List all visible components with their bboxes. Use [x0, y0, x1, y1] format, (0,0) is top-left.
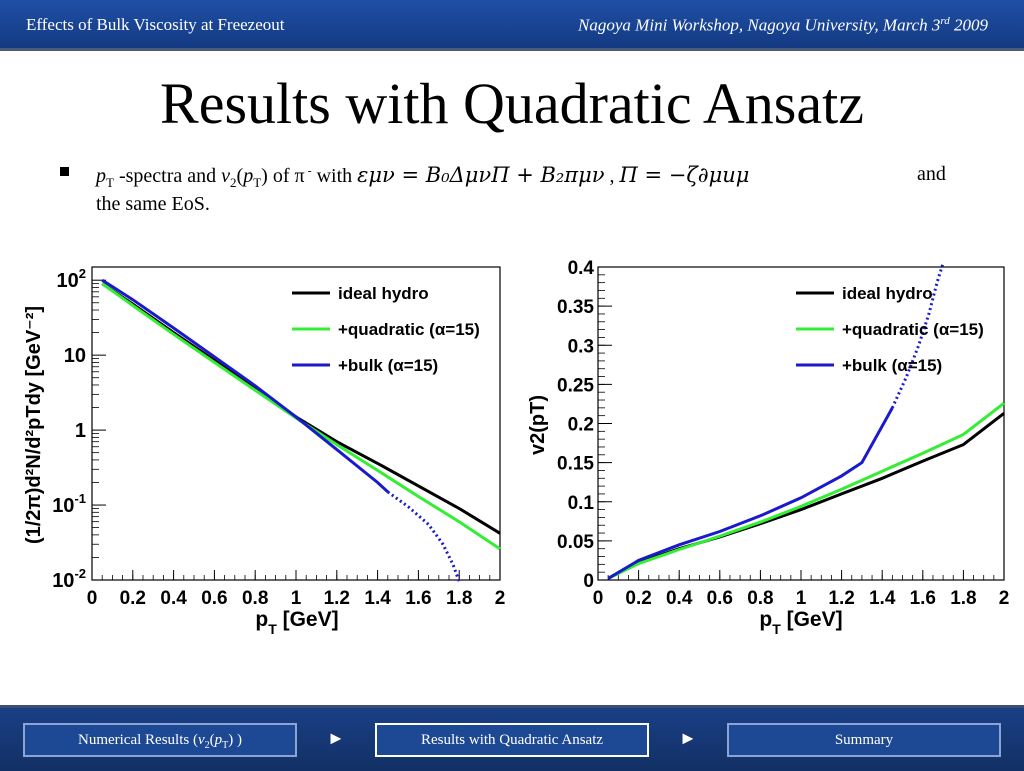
x-tick-label: 0.2	[120, 588, 146, 609]
x-axis-title: pT [GeV]	[759, 608, 842, 637]
x-tick-label: 0.6	[201, 588, 227, 609]
y-tick-label: 0	[583, 571, 594, 592]
x-tick-label: 1.6	[910, 588, 936, 609]
legend-label: +bulk (α=15)	[338, 356, 438, 375]
legend-label: +quadratic (α=15)	[842, 320, 984, 339]
x-tick-label: 1.6	[405, 588, 431, 609]
plot-frame	[597, 266, 1005, 581]
spectra-chart: 0 0.2 0.4 0.6 0.8 1 1.2 1.4 1.6 1.8 2 10-2 10-1 1 10 10…	[23, 266, 506, 637]
x-tick-label: 0.4	[160, 588, 187, 609]
series-line	[607, 402, 1005, 580]
x-tick-label: 0.8	[242, 588, 268, 609]
x-tick-label: 1.4	[364, 588, 391, 609]
y-tick-label: 0.25	[557, 375, 594, 396]
x-tick-label: 0.4	[666, 588, 693, 609]
nav-current-slide-button[interactable]: Results with Quadratic Ansatz	[375, 723, 649, 757]
x-tick-label: 0.6	[707, 588, 733, 609]
x-tick-label: 1.8	[950, 588, 976, 609]
nav-arrow-icon: ►	[679, 728, 697, 748]
legend-label: +bulk (α=15)	[842, 356, 942, 375]
x-tick-label: 1.2	[324, 588, 350, 609]
legend-label: ideal hydro	[338, 284, 429, 303]
header-bar: Effects of Bulk Viscosity at Freezeout N…	[0, 0, 1024, 51]
slide-title: Results with Quadratic Ansatz	[160, 71, 864, 136]
y-tick-label: 0.1	[568, 493, 595, 514]
bullet-line-2: the same EoS.	[96, 193, 210, 215]
formula-pi: Π = −ζ∂μuμ	[619, 163, 750, 187]
y-axis-title: v2(pT)	[527, 395, 549, 455]
y-tick-label: 0.35	[557, 297, 594, 318]
header-left-title: Effects of Bulk Viscosity at Freezeout	[26, 15, 285, 34]
navigation-bar: Numerical Results (v2(pT) ) ► Results wi…	[0, 705, 1024, 771]
nav-numerical-results-button[interactable]: Numerical Results (v2(pT) )	[23, 723, 297, 757]
x-tick-label: 1.2	[828, 588, 854, 609]
series-line	[607, 407, 894, 580]
legend-label: +quadratic (α=15)	[338, 320, 480, 339]
y-tick-label: 0.4	[568, 258, 595, 279]
y-axis-title: (1/2π)d²N/d²pTdy [GeV⁻²]	[23, 306, 45, 544]
x-tick-label: 1	[796, 588, 807, 609]
y-tick-label: 10-2	[52, 566, 86, 592]
y-tick-label: 0.2	[568, 415, 594, 436]
y-tick-label: 0.05	[557, 532, 594, 553]
bullet-square-icon	[60, 167, 69, 176]
series-line	[101, 278, 389, 494]
nav-arrow-icon: ►	[327, 728, 345, 748]
y-tick-label: 1	[75, 420, 86, 442]
y-tick-label: 10	[64, 345, 86, 367]
bullet-and: and	[917, 163, 946, 185]
header-right-title: Nagoya Mini Workshop, Nagoya University,…	[578, 15, 988, 35]
x-tick-label: 2	[999, 588, 1010, 609]
x-tick-label: 2	[495, 588, 506, 609]
v2-chart: 0 0.2 0.4 0.6 0.8 1 1.2 1.4 1.6 1.8 2 0 0.05 0.1 0.15 0…	[527, 258, 1010, 637]
legend-label: ideal hydro	[842, 284, 933, 303]
formula-epsilon: εμν = B₀ΔμνΠ + B₂πμν	[357, 163, 605, 187]
x-tick-label: 1	[291, 588, 302, 609]
series-dotted-extension	[386, 490, 461, 583]
y-tick-label: 0.15	[557, 454, 594, 475]
series-dotted-extension	[890, 262, 945, 409]
y-tick-label: 0.3	[568, 336, 594, 357]
x-tick-label: 1.8	[446, 588, 472, 609]
bullet-line-1: pT -spectra and v2(pT) of π - with εμν =…	[96, 163, 750, 190]
x-tick-label: 0	[87, 588, 98, 609]
y-tick-label: 102	[57, 266, 86, 292]
x-tick-label: 0.8	[747, 588, 773, 609]
x-axis-title: pT [GeV]	[255, 608, 338, 637]
nav-summary-button[interactable]: Summary	[727, 723, 1001, 757]
x-tick-label: 1.4	[869, 588, 896, 609]
x-tick-label: 0	[593, 588, 604, 609]
y-tick-label: 10-1	[52, 491, 86, 517]
x-tick-label: 0.2	[625, 588, 651, 609]
